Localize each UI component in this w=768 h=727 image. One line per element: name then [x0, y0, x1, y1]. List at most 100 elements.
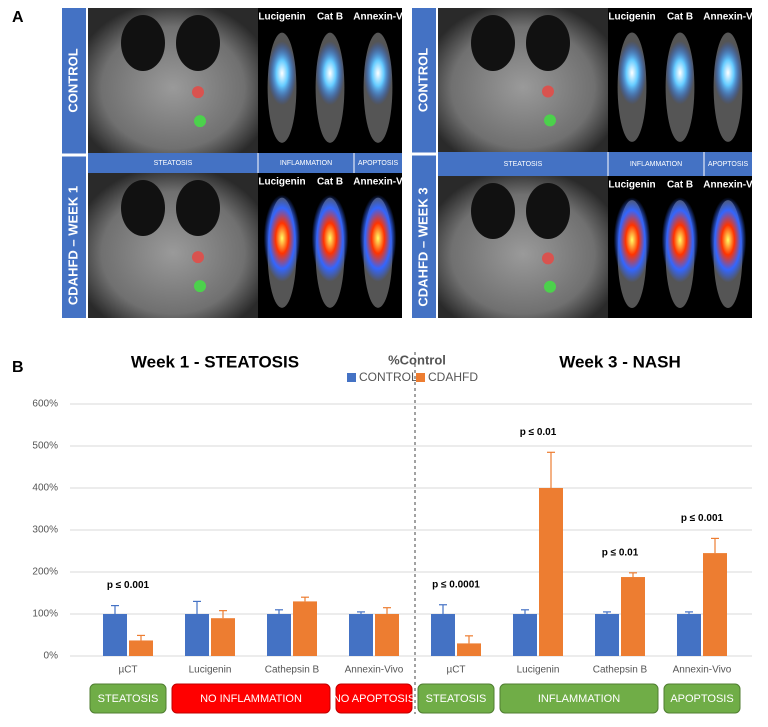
roi-red — [542, 85, 554, 98]
ct-image — [438, 8, 608, 152]
signal — [661, 197, 699, 283]
roi-red — [192, 251, 204, 264]
signal — [363, 41, 393, 106]
roi-green — [194, 280, 206, 293]
roi-green — [544, 280, 556, 293]
status-box — [417, 683, 495, 714]
status-box — [335, 683, 413, 714]
signal — [311, 194, 349, 282]
row-strip — [412, 8, 436, 318]
probe-label: Lucigenin — [608, 12, 655, 23]
probe-label: Lucigenin — [258, 177, 305, 188]
panel-label: B — [12, 359, 24, 376]
chart-title: %Control — [388, 352, 446, 367]
y-tick-label: 100% — [32, 609, 58, 620]
y-tick-label: 300% — [32, 525, 58, 536]
x-tick-label: Lucigenin — [189, 665, 232, 676]
panel-a: CONTROL Lucigenin Cat B Annexin-V CDAHFD – W… — [62, 8, 753, 318]
lung — [176, 180, 220, 236]
status-box — [89, 683, 167, 714]
probe-label: Lucigenin — [608, 180, 655, 191]
row-label: CONTROL — [65, 48, 80, 112]
probe-label: Annexin-V — [703, 12, 753, 23]
bar — [677, 614, 701, 656]
ct-image — [88, 8, 258, 153]
legend-swatch — [347, 373, 356, 382]
band-label: STEATOSIS — [154, 160, 193, 167]
annotation: p ≤ 0.001 — [107, 580, 150, 591]
group-title: Week 1 - STEATOSIS — [131, 352, 299, 371]
status-label: NO APOPTOSIS — [333, 693, 415, 705]
probe-label: Lucigenin — [258, 12, 305, 23]
x-tick-label: Annexin-Vivo — [673, 665, 732, 676]
lung — [121, 180, 165, 236]
signal — [267, 41, 297, 106]
bar — [539, 488, 563, 656]
bar — [595, 614, 619, 656]
bar — [513, 614, 537, 656]
lung — [526, 183, 570, 239]
x-tick-label: Annexin-Vivo — [345, 665, 404, 676]
bar — [267, 614, 291, 656]
y-tick-label: 500% — [32, 441, 58, 452]
probe-label: Cat B — [667, 12, 693, 23]
bar — [349, 614, 373, 656]
probe-label: Cat B — [317, 177, 343, 188]
x-tick-label: Lucigenin — [517, 665, 560, 676]
legend-swatch — [416, 373, 425, 382]
panel-b: 0% 100% 200% 300% 400% 500% 600% %Control Week 1… — [32, 352, 752, 714]
lung — [526, 15, 570, 71]
status-label: NO INFLAMMATION — [200, 693, 302, 705]
roi-green — [194, 115, 206, 128]
bar — [703, 553, 727, 656]
roi-red — [192, 86, 204, 99]
signal — [613, 197, 651, 283]
x-tick-label: µCT — [446, 665, 465, 676]
group-title: Week 3 - NASH — [559, 352, 681, 371]
annotation: p ≤ 0.001 — [681, 513, 724, 524]
bar — [185, 614, 209, 656]
bar — [375, 614, 399, 656]
signal — [617, 41, 647, 105]
bar — [129, 640, 153, 656]
row-label: CDAHFD – WEEK 3 — [415, 187, 430, 306]
bar — [431, 614, 455, 656]
status-label: APOPTOSIS — [670, 693, 733, 705]
status-box — [171, 683, 331, 714]
status-label: INFLAMMATION — [538, 693, 620, 705]
bar — [457, 643, 481, 656]
status-box — [499, 683, 659, 714]
band — [88, 153, 402, 173]
ct-image — [438, 176, 608, 318]
status-label: STEATOSIS — [98, 693, 159, 705]
annotation: p ≤ 0.01 — [520, 427, 557, 438]
annotation: p ≤ 0.01 — [602, 547, 639, 558]
lung — [176, 15, 220, 71]
legend-label: CDAHFD — [428, 370, 478, 384]
probe-label: Annexin-V — [353, 177, 403, 188]
bar — [293, 601, 317, 656]
x-tick-label: Cathepsin B — [265, 665, 320, 676]
y-tick-label: 0% — [44, 651, 59, 662]
probe-label: Cat B — [317, 12, 343, 23]
row-strip — [62, 8, 86, 318]
lung — [121, 15, 165, 71]
status-box — [663, 683, 741, 714]
bar — [621, 577, 645, 656]
panel-label: A — [12, 9, 24, 26]
signal — [709, 197, 747, 283]
x-tick-label: Cathepsin B — [593, 665, 648, 676]
y-tick-label: 200% — [32, 567, 58, 578]
band-label: INFLAMMATION — [630, 161, 682, 168]
signal — [315, 41, 345, 106]
row-label: CDAHFD – WEEK 1 — [65, 186, 80, 305]
ct-image — [88, 173, 258, 318]
band — [438, 152, 752, 176]
roi-green — [544, 114, 556, 127]
probe-label: Annexin-V — [353, 12, 403, 23]
lung — [471, 183, 515, 239]
y-tick-label: 600% — [32, 399, 58, 410]
signal — [359, 194, 397, 282]
signal — [263, 194, 301, 282]
